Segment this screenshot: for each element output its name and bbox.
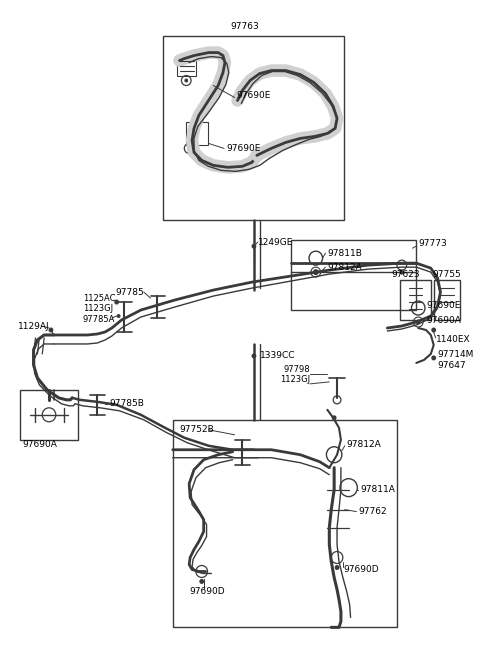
Text: 97714M: 97714M xyxy=(438,350,474,360)
Text: 1125AC: 1125AC xyxy=(83,293,115,303)
Text: 97763: 97763 xyxy=(231,22,260,31)
Text: 97690A: 97690A xyxy=(426,316,461,324)
Text: 97811B: 97811B xyxy=(327,249,362,257)
Text: 1129AJ: 1129AJ xyxy=(18,322,50,331)
Circle shape xyxy=(48,328,53,333)
Circle shape xyxy=(199,579,204,584)
Text: 97647: 97647 xyxy=(438,362,466,371)
Text: 97811A: 97811A xyxy=(360,485,395,494)
Circle shape xyxy=(313,269,319,275)
Circle shape xyxy=(416,320,420,324)
Circle shape xyxy=(117,314,120,318)
Text: 97752B: 97752B xyxy=(180,425,214,434)
Text: 97755: 97755 xyxy=(433,270,462,278)
Text: 97773: 97773 xyxy=(418,238,447,248)
Text: 97785A: 97785A xyxy=(83,314,115,324)
Circle shape xyxy=(252,354,256,358)
Text: 97785: 97785 xyxy=(115,288,144,297)
Circle shape xyxy=(252,244,256,249)
Text: 97812A: 97812A xyxy=(327,263,362,272)
Text: 97690E: 97690E xyxy=(237,91,271,100)
Text: 97690D: 97690D xyxy=(189,587,225,596)
Circle shape xyxy=(187,146,191,151)
Text: 1123GJ: 1123GJ xyxy=(280,375,310,384)
Circle shape xyxy=(335,565,339,570)
Text: 97690E: 97690E xyxy=(226,144,260,153)
Circle shape xyxy=(184,79,188,83)
Circle shape xyxy=(432,328,436,333)
Text: 97762: 97762 xyxy=(358,507,387,516)
Text: 97785B: 97785B xyxy=(109,400,144,408)
Text: 1249GE: 1249GE xyxy=(258,238,293,247)
Text: 97690E: 97690E xyxy=(426,301,460,310)
Text: 97798: 97798 xyxy=(283,365,310,375)
Circle shape xyxy=(432,356,436,360)
Text: 1123GJ: 1123GJ xyxy=(83,303,113,312)
Circle shape xyxy=(399,270,404,274)
Circle shape xyxy=(114,299,119,305)
Text: 97690D: 97690D xyxy=(344,565,379,574)
Text: 97812A: 97812A xyxy=(347,440,382,449)
Text: 1140EX: 1140EX xyxy=(436,335,470,345)
Text: 97690A: 97690A xyxy=(22,440,57,449)
Text: 97623: 97623 xyxy=(391,270,420,278)
Text: 1339CC: 1339CC xyxy=(260,352,295,360)
Circle shape xyxy=(332,415,336,421)
